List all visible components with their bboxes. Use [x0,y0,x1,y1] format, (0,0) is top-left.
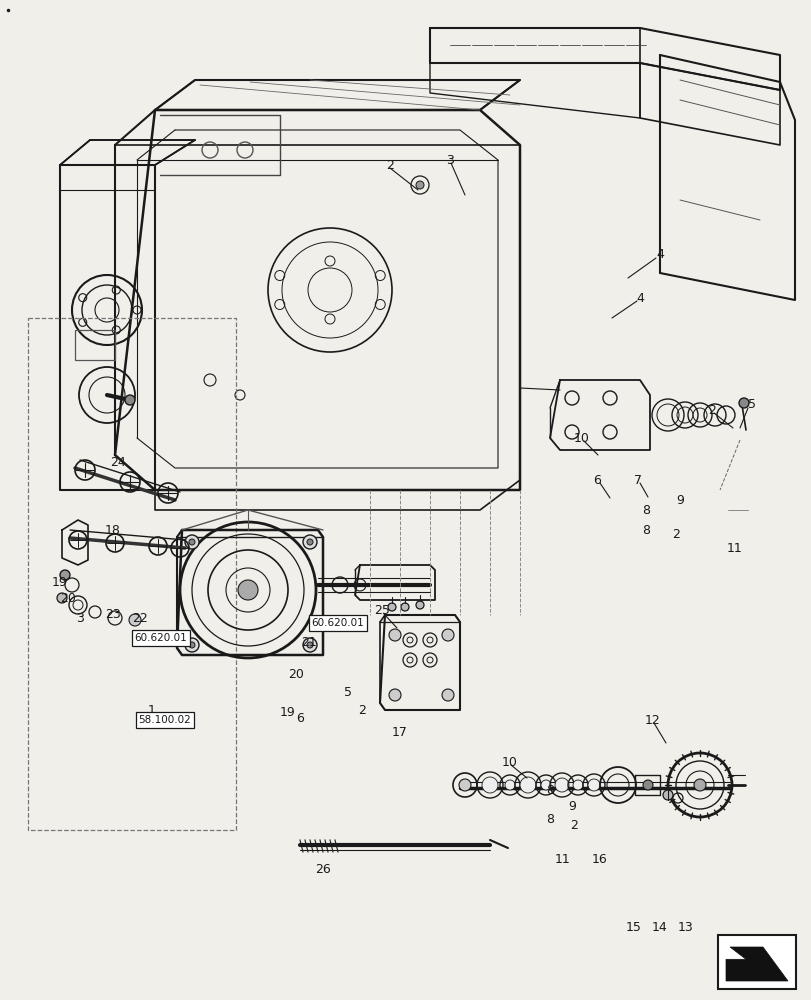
Text: 23: 23 [105,607,121,620]
Circle shape [519,777,535,793]
Circle shape [642,780,652,790]
Text: 3: 3 [76,611,84,624]
Circle shape [60,570,70,580]
Text: 11: 11 [555,853,570,866]
Circle shape [504,780,514,790]
Circle shape [441,689,453,701]
Circle shape [307,539,312,545]
Text: 5: 5 [344,686,351,698]
Text: 5: 5 [747,398,755,412]
Text: 14: 14 [651,921,667,934]
Text: 19: 19 [52,576,68,588]
Circle shape [415,181,423,189]
Text: 20: 20 [60,591,76,604]
Text: 25: 25 [374,603,389,616]
Text: 9: 9 [676,493,683,506]
Text: 10: 10 [501,756,517,768]
Circle shape [125,395,135,405]
Circle shape [738,398,748,408]
Text: 20: 20 [288,668,303,682]
Text: 2: 2 [707,403,715,416]
Bar [717,935,795,989]
Text: 2: 2 [672,528,679,542]
Text: 24: 24 [110,456,126,468]
Text: 18: 18 [105,524,121,536]
Text: 12: 12 [644,713,660,726]
Bar [75,330,115,360]
Text: 22: 22 [132,611,148,624]
Circle shape [307,642,312,648]
Text: 6: 6 [592,474,600,487]
Circle shape [189,539,195,545]
Text: 16: 16 [591,853,607,866]
Circle shape [441,629,453,641]
Circle shape [540,780,551,790]
Text: 60.620.01: 60.620.01 [135,633,187,643]
Circle shape [238,580,258,600]
Text: 26: 26 [315,863,330,876]
Circle shape [189,642,195,648]
Text: 17: 17 [392,726,407,739]
Circle shape [587,779,599,791]
Text: 2: 2 [569,819,577,832]
Circle shape [129,614,141,626]
Text: 11: 11 [726,542,742,554]
Text: 15: 15 [625,921,642,934]
Text: 60.620.01: 60.620.01 [311,618,364,628]
Circle shape [415,601,423,609]
Text: 58.100.02: 58.100.02 [139,715,191,725]
Circle shape [482,777,497,793]
Text: 1: 1 [148,704,156,716]
Text: 4: 4 [655,248,663,261]
Circle shape [303,535,316,549]
Text: 2: 2 [358,704,366,716]
Circle shape [401,603,409,611]
Polygon shape [725,947,787,981]
Circle shape [185,535,199,549]
Text: 3: 3 [445,154,453,167]
Text: 7: 7 [633,474,642,487]
Circle shape [388,603,396,611]
Circle shape [57,593,67,603]
Circle shape [388,629,401,641]
Text: 2: 2 [385,159,393,172]
Text: 4: 4 [635,292,643,304]
Circle shape [388,689,401,701]
Text: 8: 8 [545,813,553,826]
Text: 8: 8 [642,524,649,536]
Text: 6: 6 [296,711,303,724]
Text: 9: 9 [568,799,575,812]
Text: 8: 8 [642,504,649,516]
Circle shape [573,780,582,790]
Circle shape [185,638,199,652]
Circle shape [554,778,569,792]
Text: 10: 10 [573,432,590,444]
Text: 21: 21 [301,636,316,650]
Circle shape [458,779,470,791]
Text: 19: 19 [280,706,295,719]
Circle shape [663,790,672,800]
Text: 13: 13 [677,921,693,934]
Circle shape [693,779,705,791]
Circle shape [303,638,316,652]
Text: 8: 8 [545,784,553,796]
